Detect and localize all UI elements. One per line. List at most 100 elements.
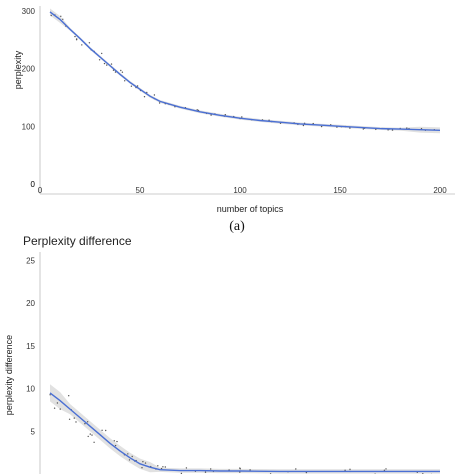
y-axis-title: perplexity bbox=[13, 50, 23, 89]
data-point bbox=[320, 125, 323, 128]
data-point bbox=[105, 429, 107, 432]
data-point bbox=[196, 109, 198, 111]
data-point bbox=[56, 402, 59, 404]
x-axis-title: number of topics bbox=[217, 204, 284, 214]
y-tick-label: 20 bbox=[26, 299, 35, 308]
data-point bbox=[93, 441, 95, 443]
data-point bbox=[101, 52, 103, 55]
data-point bbox=[101, 429, 103, 431]
data-point bbox=[113, 440, 116, 442]
data-point bbox=[130, 85, 133, 87]
data-point bbox=[98, 59, 101, 61]
data-point bbox=[84, 423, 86, 425]
data-point bbox=[157, 465, 159, 467]
data-point bbox=[127, 453, 129, 455]
perplexity-difference-chart: Perplexity difference 5 10 15 20 25 perplexi… bbox=[4, 234, 440, 474]
y-tick-label: 0 bbox=[31, 180, 36, 189]
data-point bbox=[362, 128, 364, 130]
data-point bbox=[124, 80, 126, 82]
data-point bbox=[185, 467, 188, 469]
y-tick-label: 25 bbox=[26, 257, 35, 266]
data-point bbox=[62, 18, 64, 20]
data-point bbox=[210, 114, 212, 116]
confidence-band bbox=[50, 8, 440, 134]
data-point bbox=[164, 466, 166, 468]
y-axis-title: perplexity difference bbox=[4, 335, 14, 415]
y-tick-label: 15 bbox=[26, 342, 35, 351]
data-point bbox=[141, 467, 143, 469]
x-tick-label: 0 bbox=[38, 186, 43, 195]
data-point bbox=[49, 394, 51, 396]
chart-title: Perplexity difference bbox=[23, 234, 132, 248]
data-point bbox=[86, 421, 89, 423]
data-point bbox=[144, 462, 147, 464]
data-point bbox=[349, 127, 351, 129]
data-point bbox=[385, 468, 387, 470]
data-point bbox=[249, 469, 251, 471]
data-point bbox=[295, 468, 297, 470]
y-tick-label: 200 bbox=[22, 65, 36, 74]
data-point bbox=[312, 122, 314, 125]
data-point bbox=[224, 114, 226, 116]
data-point bbox=[75, 421, 77, 423]
data-point bbox=[204, 471, 207, 473]
data-point bbox=[120, 69, 122, 72]
data-point bbox=[128, 459, 131, 461]
data-point bbox=[305, 471, 308, 474]
data-point bbox=[74, 35, 76, 38]
data-point bbox=[344, 469, 346, 471]
data-point bbox=[53, 407, 56, 409]
data-point bbox=[103, 62, 106, 65]
data-point bbox=[121, 71, 124, 73]
data-point bbox=[106, 64, 108, 66]
x-tick-label: 150 bbox=[333, 186, 347, 195]
series-line bbox=[49, 392, 440, 473]
data-point bbox=[68, 395, 70, 397]
data-point bbox=[73, 417, 76, 419]
data-point bbox=[87, 435, 89, 438]
data-point bbox=[60, 15, 62, 17]
data-point bbox=[210, 468, 212, 470]
data-point bbox=[143, 96, 146, 98]
data-point bbox=[116, 440, 118, 443]
data-point bbox=[89, 433, 92, 435]
y-tick-label: 10 bbox=[26, 385, 35, 394]
data-point bbox=[88, 42, 91, 44]
data-point bbox=[76, 38, 78, 40]
data-point bbox=[91, 434, 93, 436]
data-point bbox=[406, 127, 408, 129]
y-tick-label: 100 bbox=[22, 122, 36, 131]
data-point bbox=[387, 129, 389, 131]
data-point bbox=[239, 468, 241, 470]
data-point bbox=[241, 116, 243, 118]
data-point bbox=[146, 91, 148, 94]
data-point bbox=[391, 129, 394, 131]
y-tick-label: 5 bbox=[31, 427, 36, 436]
data-point bbox=[110, 63, 113, 65]
data-point bbox=[50, 14, 52, 17]
series-line bbox=[49, 11, 441, 131]
data-point bbox=[153, 94, 156, 96]
confidence-band bbox=[50, 384, 440, 474]
x-tick-label: 200 bbox=[433, 186, 447, 195]
x-tick-label: 100 bbox=[233, 186, 247, 195]
data-point bbox=[158, 102, 161, 104]
data-point bbox=[131, 455, 133, 458]
panel-label: (a) bbox=[229, 219, 245, 234]
data-point bbox=[239, 471, 241, 473]
data-point bbox=[114, 71, 117, 73]
data-point bbox=[68, 418, 71, 420]
data-point bbox=[81, 44, 83, 46]
y-tick-label: 0 bbox=[31, 180, 36, 189]
data-point bbox=[114, 444, 117, 447]
data-point bbox=[136, 85, 139, 87]
data-point bbox=[383, 469, 386, 471]
x-tick-label: 50 bbox=[136, 186, 145, 195]
data-point bbox=[302, 124, 305, 127]
data-point bbox=[160, 467, 163, 470]
data-point bbox=[59, 408, 61, 410]
data-point bbox=[349, 468, 351, 470]
data-point bbox=[142, 461, 144, 463]
